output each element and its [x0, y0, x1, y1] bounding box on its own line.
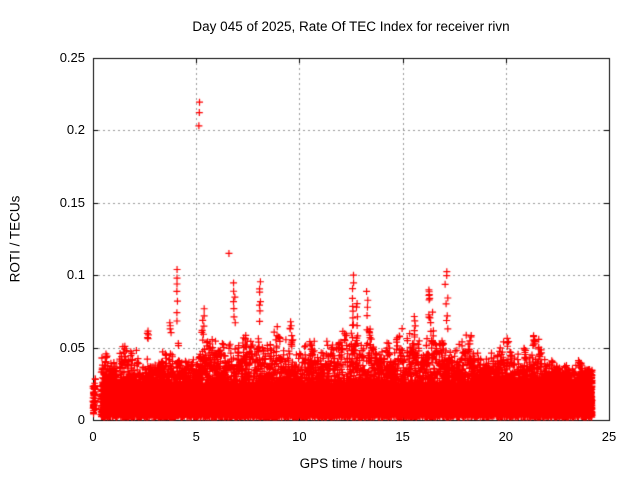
y-tick-label: 0.1: [66, 267, 85, 283]
y-tick-label: 0.05: [59, 339, 85, 355]
y-tick-label: 0.25: [59, 50, 85, 65]
x-tick-label: 25: [601, 429, 617, 444]
x-tick-label: 20: [498, 429, 514, 444]
y-tick-label: 0.15: [59, 194, 85, 210]
x-tick-label: 10: [292, 429, 307, 444]
y-tick-label: 0: [77, 412, 85, 427]
x-tick-label: 5: [192, 429, 200, 444]
x-tick-label: 15: [395, 429, 410, 444]
x-tick-label: 0: [89, 429, 97, 444]
y-tick-label: 0.2: [66, 122, 85, 138]
x-axis-label: GPS time / hours: [299, 456, 403, 471]
chart-title: Day 045 of 2025, Rate Of TEC Index for r…: [192, 19, 510, 34]
